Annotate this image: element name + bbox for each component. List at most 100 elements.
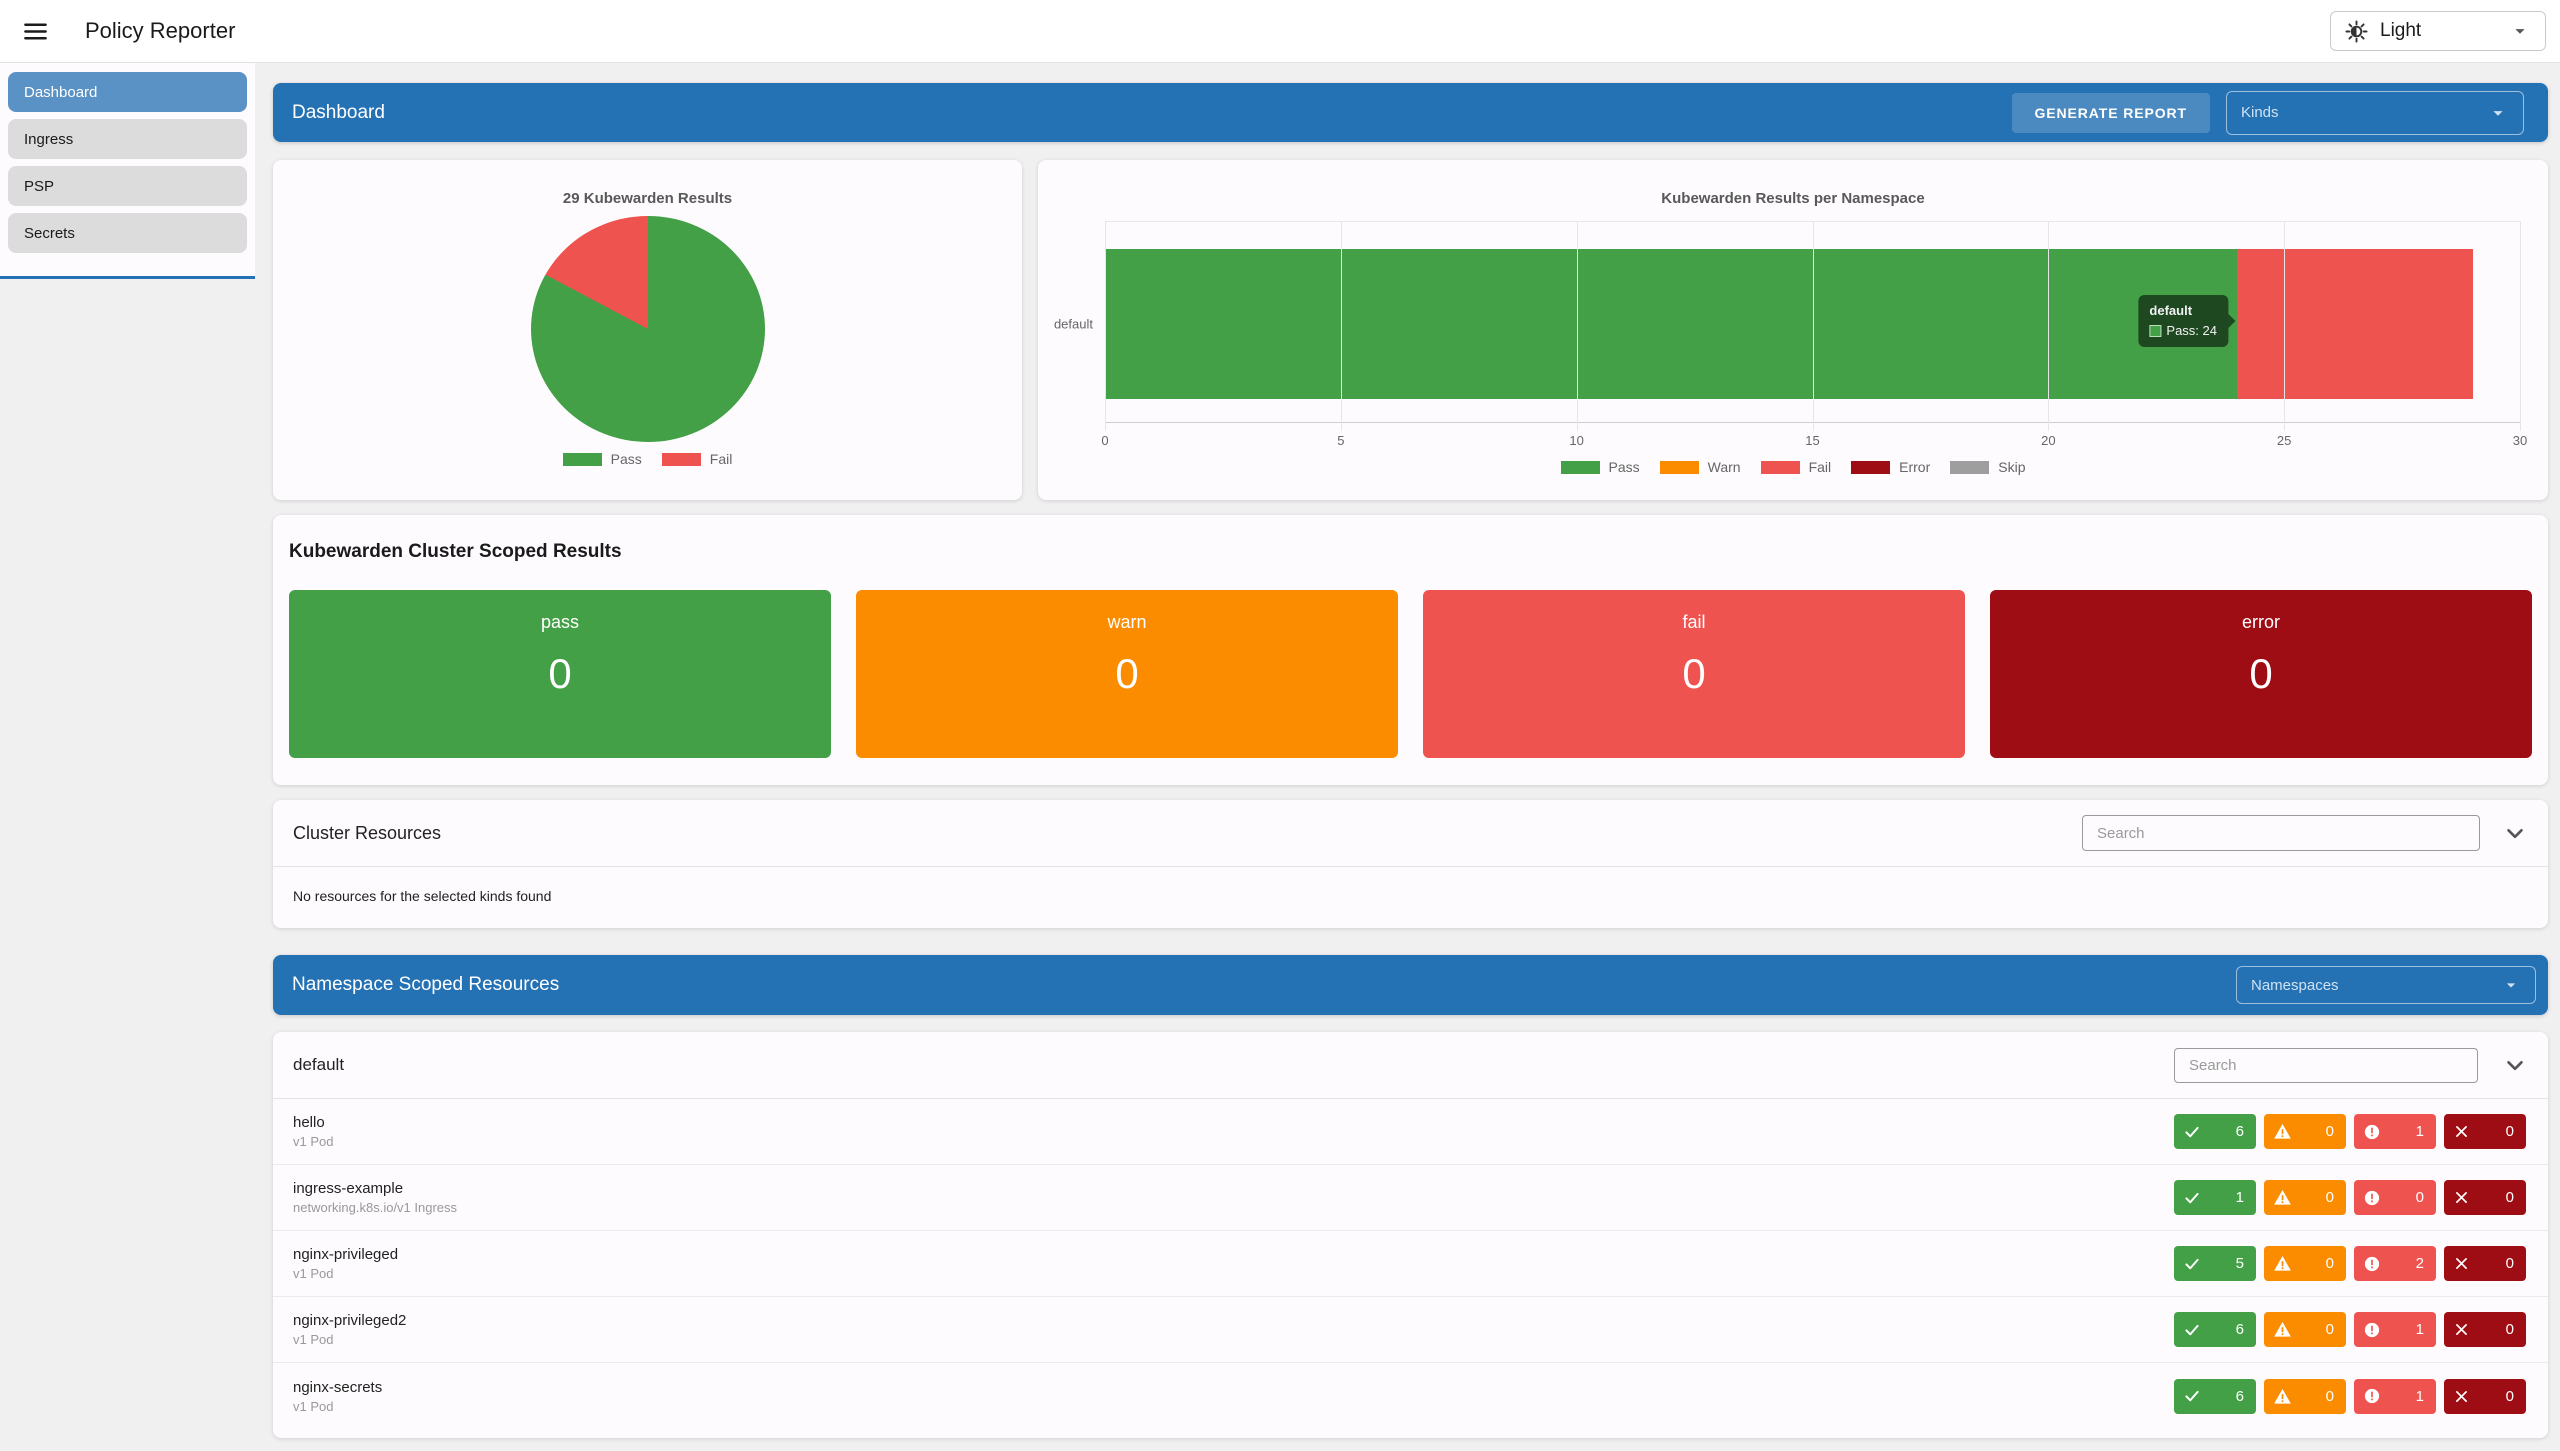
collapse-chevron-icon[interactable] — [2502, 1052, 2528, 1078]
sidebar-item-dashboard[interactable]: Dashboard — [8, 72, 247, 112]
sidebar-item-secrets[interactable]: Secrets — [8, 213, 247, 253]
cluster-card-label: error — [2241, 612, 2280, 632]
resource-row[interactable]: nginx-privileged v1 Pod 5 0 2 0 — [273, 1231, 2548, 1297]
error-count-badge: 0 — [2444, 1180, 2526, 1215]
cluster-result-card-warn: warn 0 — [856, 590, 1398, 758]
warn-count-badge: 0 — [2264, 1378, 2346, 1414]
resource-name: hello — [293, 1114, 325, 1131]
cluster-result-cards: pass 0 warn 0 fail 0 error 0 — [289, 590, 2532, 758]
cluster-card-value: 0 — [1682, 650, 1706, 697]
badge-count: 0 — [2505, 1189, 2514, 1206]
result-badges: 6 0 1 0 — [2174, 1312, 2526, 1347]
sidebar-item-ingress[interactable]: Ingress — [8, 119, 247, 159]
cluster-card-value: 0 — [1115, 650, 1139, 697]
pie-chart-title: 29 Kubewarden Results — [562, 190, 733, 207]
resource-kind: v1 Pod — [293, 1266, 334, 1281]
x-icon — [2453, 1123, 2470, 1140]
exclamation-icon — [2363, 1255, 2381, 1273]
badge-count: 0 — [2505, 1255, 2514, 1272]
x-icon — [2453, 1189, 2470, 1206]
resource-row[interactable]: nginx-secrets v1 Pod 6 0 1 0 — [273, 1363, 2548, 1429]
resource-kind: v1 Pod — [293, 1332, 334, 1347]
legend-item-fail[interactable]: Fail — [661, 451, 733, 467]
namespace-search-input[interactable] — [2174, 1047, 2478, 1083]
namespace-scoped-header: Namespace Scoped Resources Namespaces — [273, 955, 2548, 1015]
namespaces-select[interactable]: Namespaces — [2236, 966, 2536, 1004]
cluster-resources-search-input[interactable] — [2082, 815, 2480, 851]
resource-row[interactable]: nginx-privileged2 v1 Pod 6 0 1 0 — [273, 1297, 2548, 1363]
app-title: Policy Reporter — [85, 18, 236, 43]
legend-swatch — [1760, 460, 1800, 474]
result-badges: 6 0 1 0 — [2174, 1114, 2526, 1149]
pass-count-badge: 1 — [2174, 1180, 2256, 1215]
x-tick-label: 30 — [2512, 433, 2528, 448]
theme-selector[interactable]: Light — [2330, 11, 2546, 51]
legend-item-pass[interactable]: Pass — [1560, 459, 1640, 475]
fail-count-badge: 1 — [2354, 1312, 2436, 1347]
legend-item-error[interactable]: Error — [1851, 459, 1930, 475]
cluster-result-card-error: error 0 — [1990, 590, 2532, 758]
cluster-scoped-results-title: Kubewarden Cluster Scoped Results — [289, 541, 622, 562]
legend-swatch — [1659, 460, 1699, 474]
resource-info: nginx-privileged2 v1 Pod — [293, 1312, 406, 1347]
legend-swatch — [562, 452, 602, 466]
legend-label: Pass — [610, 451, 642, 467]
check-icon — [2183, 1321, 2201, 1339]
generate-report-button[interactable]: GENERATE REPORT — [2011, 92, 2210, 133]
pass-count-badge: 6 — [2174, 1312, 2256, 1347]
namespace-scoped-title: Namespace Scoped Resources — [292, 974, 560, 995]
gridline — [2520, 221, 2521, 431]
bar-category-label: default — [1053, 316, 1093, 332]
legend-swatch — [1851, 460, 1891, 474]
result-badges: 5 0 2 0 — [2174, 1246, 2526, 1281]
legend-item-warn[interactable]: Warn — [1659, 459, 1741, 475]
chevron-down-icon — [2501, 975, 2521, 995]
bar-segment-pass — [1105, 249, 2237, 399]
top-app-bar: Policy Reporter Light — [0, 0, 2560, 63]
warning-icon — [2273, 1122, 2292, 1141]
legend-label: Fail — [709, 451, 733, 467]
namespace-default-card: default hello v1 Pod 6 0 1 0 ingress-example ne… — [273, 1032, 2548, 1438]
kinds-select-label: Kinds — [2241, 104, 2279, 121]
pie-legend: Pass Fail — [273, 451, 1022, 467]
resource-row[interactable]: hello v1 Pod 6 0 1 0 — [273, 1099, 2548, 1165]
sidebar-item-psp[interactable]: PSP — [8, 166, 247, 206]
x-tick-label: 15 — [1805, 433, 1820, 448]
x-icon — [2453, 1388, 2470, 1405]
bar-segment-fail — [2237, 249, 2473, 399]
charts-row: 29 Kubewarden Results Pass Fail Kubewarde… — [273, 160, 2548, 500]
resource-kind: v1 Pod — [293, 1398, 334, 1414]
badge-count: 0 — [2325, 1321, 2334, 1338]
menu-icon[interactable] — [22, 18, 49, 45]
sidebar-nav: Dashboard Ingress PSP Secrets — [0, 63, 255, 279]
badge-count: 0 — [2415, 1189, 2424, 1206]
resource-name: nginx-privileged2 — [293, 1312, 407, 1329]
legend-item-pass[interactable]: Pass — [562, 451, 642, 467]
x-tick-label: 0 — [1101, 433, 1109, 448]
resource-row[interactable]: ingress-example networking.k8s.io/v1 Ingr… — [273, 1165, 2548, 1231]
theme-icon — [2345, 19, 2368, 43]
check-icon — [2183, 1123, 2201, 1141]
badge-count: 0 — [2325, 1387, 2334, 1405]
fail-count-badge: 1 — [2354, 1114, 2436, 1149]
kinds-select[interactable]: Kinds — [2226, 90, 2524, 135]
main-content: Dashboard GENERATE REPORT Kinds 29 Kubew… — [273, 83, 2548, 1438]
cluster-resources-card: Cluster Resources No resources for the s… — [273, 800, 2548, 928]
theme-selector-value: Light — [2380, 20, 2422, 41]
divider — [273, 1098, 2548, 1099]
resource-kind: v1 Pod — [293, 1134, 334, 1149]
legend-item-skip[interactable]: Skip — [1950, 459, 2025, 475]
resource-name: ingress-example — [293, 1180, 404, 1197]
gridline — [2284, 221, 2286, 431]
namespace-bar-chart: default default Pass: 24 0 5 10 15 20 25 30 — [1054, 221, 2527, 448]
x-icon — [2453, 1255, 2470, 1272]
gridline — [1105, 221, 1106, 431]
warning-icon — [2273, 1188, 2292, 1207]
cluster-resources-header: Cluster Resources — [273, 800, 2548, 866]
legend-item-fail[interactable]: Fail — [1760, 459, 1831, 475]
resource-info: nginx-secrets v1 Pod — [293, 1379, 382, 1414]
collapse-chevron-icon[interactable] — [2502, 820, 2528, 846]
badge-count: 6 — [2235, 1387, 2244, 1405]
legend-swatch — [1950, 460, 1990, 474]
x-icon — [2453, 1321, 2470, 1338]
